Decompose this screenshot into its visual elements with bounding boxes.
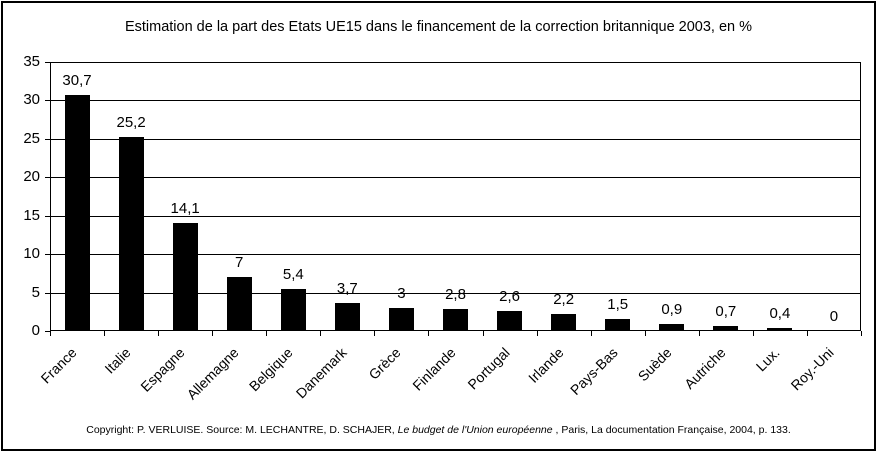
bar-value-label: 2,6 — [499, 288, 520, 306]
y-axis-tick-label: 25 — [23, 129, 40, 147]
bar — [280, 289, 306, 331]
x-axis-tick — [752, 331, 754, 336]
bar — [334, 302, 360, 331]
x-axis-tick — [428, 331, 430, 336]
bar-value-label: 3 — [397, 284, 406, 302]
bar-value-label: 30,7 — [62, 72, 92, 90]
y-axis-tick-label: 0 — [31, 322, 40, 339]
y-axis-tick-label: 30 — [23, 91, 40, 109]
x-axis-tick — [158, 331, 160, 336]
y-axis-tick-label: 20 — [23, 168, 40, 186]
bar-value-label: 7 — [235, 254, 244, 272]
bar — [605, 319, 631, 331]
gridline — [50, 138, 861, 140]
x-axis-tick — [861, 331, 862, 336]
bar-value-label: 0,9 — [661, 301, 683, 319]
x-axis-tick — [590, 331, 592, 336]
bar-value-label: 2,8 — [445, 286, 466, 304]
y-axis-tick — [45, 331, 50, 332]
y-axis-tick — [45, 100, 50, 102]
gridline — [50, 292, 861, 294]
x-axis-tick — [320, 331, 322, 336]
bar-value-label: 3,7 — [336, 279, 358, 297]
x-axis-tick — [698, 331, 700, 336]
y-axis-tick — [45, 138, 50, 140]
bar-value-label: 0,7 — [715, 302, 737, 320]
bar-value-label: 14,1 — [170, 199, 200, 217]
gridline — [50, 100, 861, 102]
bar — [551, 314, 577, 331]
y-axis-tick — [45, 292, 50, 294]
source-caption-suffix: , Paris, La documentation Française, 200… — [552, 424, 791, 436]
bar — [226, 277, 252, 331]
x-axis-tick — [806, 331, 808, 336]
y-axis-tick-label: 10 — [23, 245, 40, 263]
x-axis-tick — [374, 331, 376, 336]
bar-value-label: 1,5 — [607, 296, 629, 314]
y-axis-tick-label: 15 — [23, 206, 40, 224]
x-axis-tick — [536, 331, 538, 336]
bar — [659, 324, 685, 331]
bar-value-label: 2,2 — [553, 291, 575, 309]
bar — [443, 309, 468, 331]
y-axis-tick — [45, 215, 50, 217]
bar-value-label: 25,2 — [116, 114, 146, 132]
bar — [172, 222, 198, 331]
bar-value-label: 0,4 — [769, 304, 791, 322]
y-axis-tick — [45, 254, 50, 256]
chart-title: Estimation de la part des Etats UE15 dan… — [124, 19, 753, 35]
bar — [388, 307, 414, 331]
gridline — [50, 215, 861, 217]
x-axis-tick — [212, 331, 214, 336]
y-axis-tick-label: 5 — [31, 283, 40, 301]
source-caption-book-title: Le budget de l'Union européenne — [397, 424, 553, 436]
gridline — [50, 254, 861, 256]
bar-value-label: 5,4 — [282, 266, 304, 284]
y-axis-tick — [45, 62, 50, 63]
x-axis-tick — [50, 331, 51, 336]
gridline — [50, 177, 861, 179]
bar — [767, 327, 793, 331]
x-axis-tick — [644, 331, 646, 336]
y-axis-tick — [45, 177, 50, 179]
x-axis-tick — [266, 331, 268, 336]
x-axis-tick — [104, 331, 106, 336]
bar — [64, 95, 90, 331]
bar-value-label: 0 — [829, 308, 839, 325]
bar — [497, 311, 523, 331]
source-caption-prefix: Copyright: P. VERLUISE. Source: M. LECHA… — [86, 424, 398, 436]
source-caption: Copyright: P. VERLUISE. Source: M. LECHA… — [0, 424, 877, 436]
y-axis-tick-label: 35 — [23, 53, 40, 70]
x-axis-tick — [482, 331, 484, 336]
bar — [118, 137, 144, 331]
bar — [713, 325, 739, 331]
